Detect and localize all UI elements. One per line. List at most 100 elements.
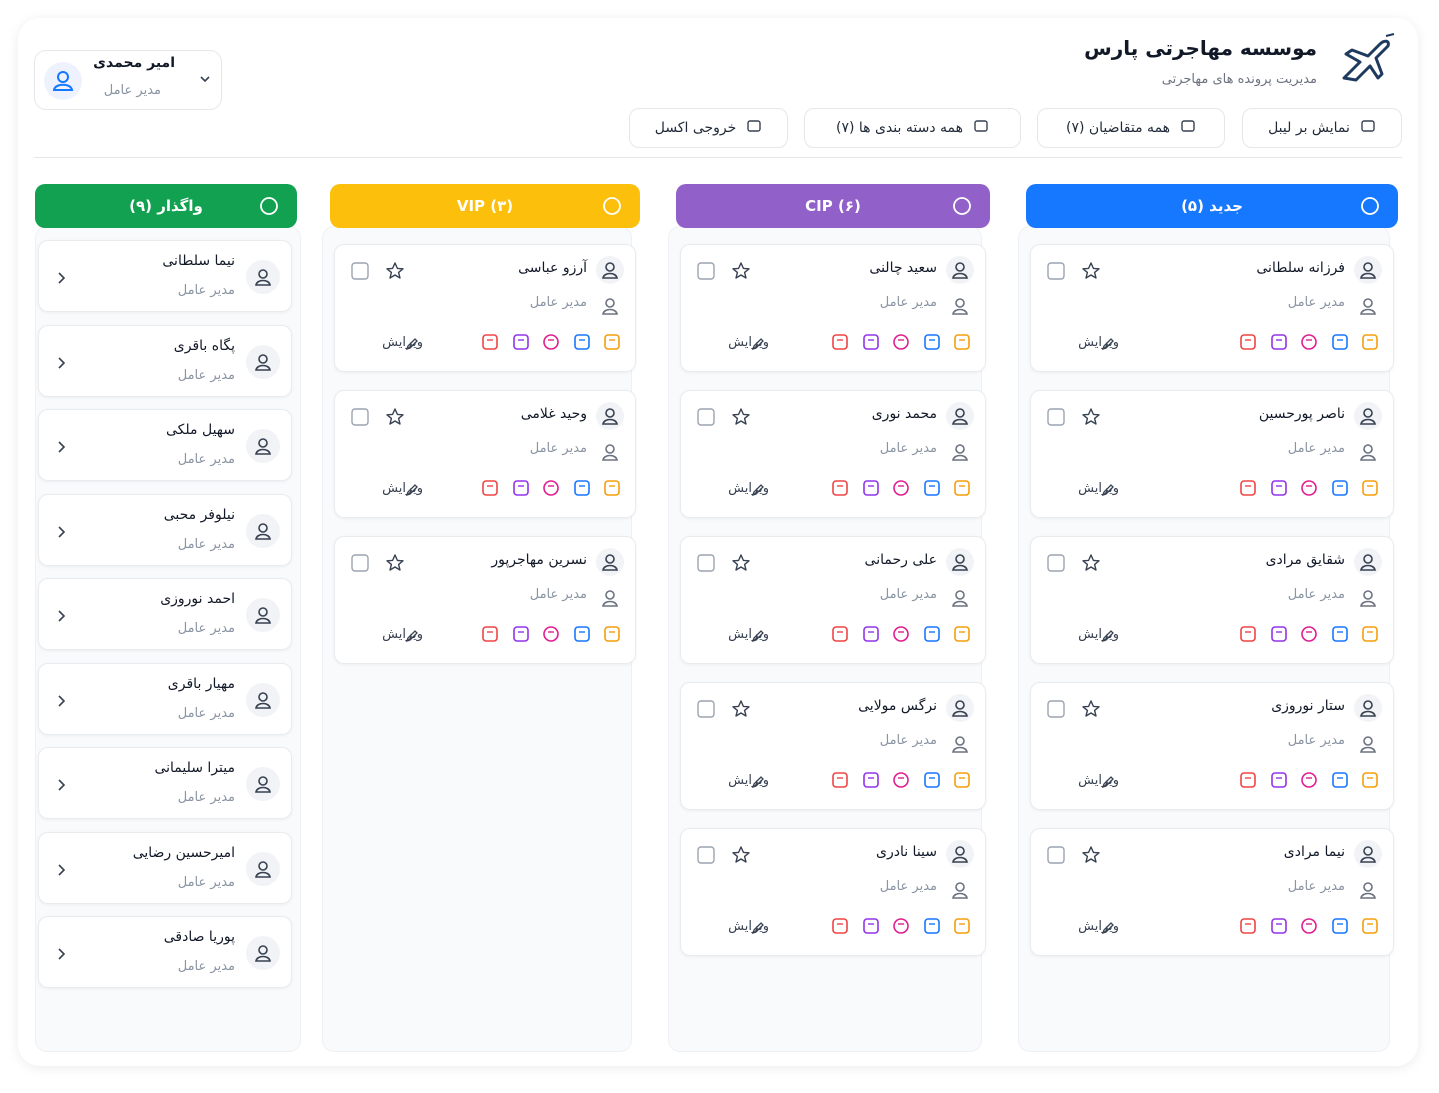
client-card[interactable]: وحید غلامی مدیر عامل ویرایش: [334, 390, 636, 518]
star[interactable]: [385, 261, 405, 285]
action-icon[interactable]: [481, 333, 499, 355]
assigned-card[interactable]: احمد نوروزی مدیر عامل: [38, 578, 292, 650]
action-icon[interactable]: [1270, 917, 1288, 939]
star[interactable]: [385, 553, 405, 577]
action-icon[interactable]: [831, 479, 849, 501]
action-icon[interactable]: [831, 917, 849, 939]
action-icon[interactable]: [892, 771, 910, 793]
assigned-card[interactable]: نیما سلطانی مدیر عامل: [38, 240, 292, 312]
toolbar-button[interactable]: نمایش بر لیبل: [1242, 108, 1402, 148]
assigned-card[interactable]: مهیار باقری مدیر عامل: [38, 662, 292, 735]
checkbox[interactable]: [1047, 262, 1065, 284]
checkbox[interactable]: [1047, 554, 1065, 576]
star[interactable]: [1081, 845, 1101, 869]
action-icon[interactable]: [953, 917, 971, 939]
action-icon[interactable]: [1361, 333, 1379, 355]
action-icon[interactable]: [542, 625, 560, 647]
assigned-card[interactable]: امیرحسین رضایی مدیر عامل: [38, 831, 292, 904]
action-icon[interactable]: [1300, 333, 1318, 355]
action-icon[interactable]: [1270, 333, 1288, 355]
toolbar-button[interactable]: همه دسته بندی ها (۷): [804, 108, 1021, 148]
action-icon[interactable]: [512, 479, 530, 501]
star[interactable]: [731, 407, 751, 431]
action-icon[interactable]: [1300, 771, 1318, 793]
action-icon[interactable]: [1331, 625, 1349, 647]
star[interactable]: [1081, 261, 1101, 285]
action-icon[interactable]: [573, 479, 591, 501]
action-icon[interactable]: [862, 333, 880, 355]
checkbox[interactable]: [351, 554, 369, 576]
star[interactable]: [731, 553, 751, 577]
action-icon[interactable]: [573, 625, 591, 647]
action-icon[interactable]: [603, 625, 621, 647]
assigned-card[interactable]: پوریا صادقی مدیر عامل: [38, 916, 292, 988]
action-icon[interactable]: [953, 333, 971, 355]
checkbox[interactable]: [697, 846, 715, 868]
action-icon[interactable]: [1361, 625, 1379, 647]
client-card[interactable]: فرزانه سلطانی مدیر عامل ویرایش: [1030, 244, 1394, 372]
action-icon[interactable]: [603, 333, 621, 355]
action-icon[interactable]: [1300, 479, 1318, 501]
assigned-card[interactable]: پگاه باقری مدیر عامل: [38, 324, 292, 397]
action-icon[interactable]: [1361, 479, 1379, 501]
edit-button[interactable]: ویرایش: [699, 919, 769, 939]
client-card[interactable]: شقایق مرادی مدیر عامل ویرایش: [1030, 536, 1394, 664]
action-icon[interactable]: [831, 333, 849, 355]
action-icon[interactable]: [1239, 625, 1257, 647]
action-icon[interactable]: [923, 333, 941, 355]
assigned-card[interactable]: میترا سلیمانی مدیر عامل: [38, 747, 292, 819]
star[interactable]: [731, 699, 751, 723]
edit-button[interactable]: ویرایش: [1049, 627, 1119, 647]
action-icon[interactable]: [953, 771, 971, 793]
action-icon[interactable]: [1270, 625, 1288, 647]
client-card[interactable]: ناصر پورحسین مدیر عامل ویرایش: [1030, 390, 1394, 518]
checkbox[interactable]: [697, 408, 715, 430]
action-icon[interactable]: [512, 625, 530, 647]
client-card[interactable]: آرزو عباسی مدیر عامل ویرایش: [334, 244, 636, 372]
edit-button[interactable]: ویرایش: [699, 335, 769, 355]
assigned-card[interactable]: سهیل ملکی مدیر عامل: [38, 409, 292, 481]
client-card[interactable]: محمد نوری مدیر عامل ویرایش: [680, 390, 986, 518]
action-icon[interactable]: [892, 333, 910, 355]
action-icon[interactable]: [1331, 917, 1349, 939]
client-card[interactable]: ستار نوروزی مدیر عامل ویرایش: [1030, 682, 1394, 810]
assigned-card[interactable]: نیلوفر محبی مدیر عامل: [38, 493, 292, 566]
edit-button[interactable]: ویرایش: [1049, 481, 1119, 501]
checkbox[interactable]: [351, 262, 369, 284]
action-icon[interactable]: [542, 333, 560, 355]
toolbar-button[interactable]: همه متقاضیان (۷): [1037, 108, 1225, 148]
star[interactable]: [731, 261, 751, 285]
action-icon[interactable]: [862, 917, 880, 939]
edit-button[interactable]: ویرایش: [1049, 919, 1119, 939]
action-icon[interactable]: [892, 625, 910, 647]
action-icon[interactable]: [1270, 479, 1288, 501]
star[interactable]: [1081, 407, 1101, 431]
action-icon[interactable]: [1239, 771, 1257, 793]
action-icon[interactable]: [481, 479, 499, 501]
action-icon[interactable]: [1300, 917, 1318, 939]
action-icon[interactable]: [1331, 771, 1349, 793]
checkbox[interactable]: [1047, 846, 1065, 868]
action-icon[interactable]: [892, 479, 910, 501]
star[interactable]: [1081, 553, 1101, 577]
action-icon[interactable]: [1331, 479, 1349, 501]
toolbar-button[interactable]: خروجی اکسل: [629, 108, 788, 148]
action-icon[interactable]: [1300, 625, 1318, 647]
checkbox[interactable]: [697, 700, 715, 722]
action-icon[interactable]: [1361, 917, 1379, 939]
action-icon[interactable]: [923, 917, 941, 939]
action-icon[interactable]: [923, 771, 941, 793]
checkbox[interactable]: [1047, 700, 1065, 722]
action-icon[interactable]: [831, 625, 849, 647]
action-icon[interactable]: [1239, 917, 1257, 939]
edit-button[interactable]: ویرایش: [353, 627, 423, 647]
action-icon[interactable]: [862, 625, 880, 647]
client-card[interactable]: سعید چالنی مدیر عامل ویرایش: [680, 244, 986, 372]
edit-button[interactable]: ویرایش: [353, 335, 423, 355]
edit-button[interactable]: ویرایش: [1049, 335, 1119, 355]
action-icon[interactable]: [862, 479, 880, 501]
action-icon[interactable]: [603, 479, 621, 501]
checkbox[interactable]: [1047, 408, 1065, 430]
action-icon[interactable]: [923, 625, 941, 647]
star[interactable]: [385, 407, 405, 431]
